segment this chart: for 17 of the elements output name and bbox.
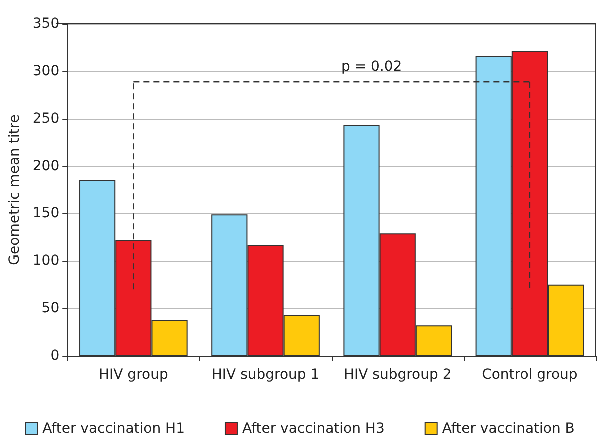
x-tick-label: HIV subgroup 2	[344, 367, 452, 383]
y-tick-label: 150	[32, 206, 60, 222]
y-axis-title: Geometric mean titre	[7, 114, 23, 266]
legend-label: After vaccination H1	[42, 421, 185, 437]
annotation: p = 0.02	[341, 59, 402, 76]
y-tick-label: 250	[32, 110, 60, 127]
y-tick-label: 0	[50, 348, 60, 364]
legend-label: After vaccination H3	[242, 421, 385, 437]
legend-label: After vaccination B	[442, 421, 575, 437]
y-tick-label: 350	[32, 16, 60, 32]
x-tick-label: HIV subgroup 1	[212, 367, 320, 383]
y-tick-label: 100	[32, 253, 60, 270]
x-tick-label: Control group	[482, 367, 578, 383]
y-tick-label: 200	[32, 158, 60, 174]
y-tick-label: 50	[42, 300, 60, 317]
x-tick-label: HIV group	[98, 367, 168, 383]
y-tick-label: 300	[32, 63, 60, 80]
